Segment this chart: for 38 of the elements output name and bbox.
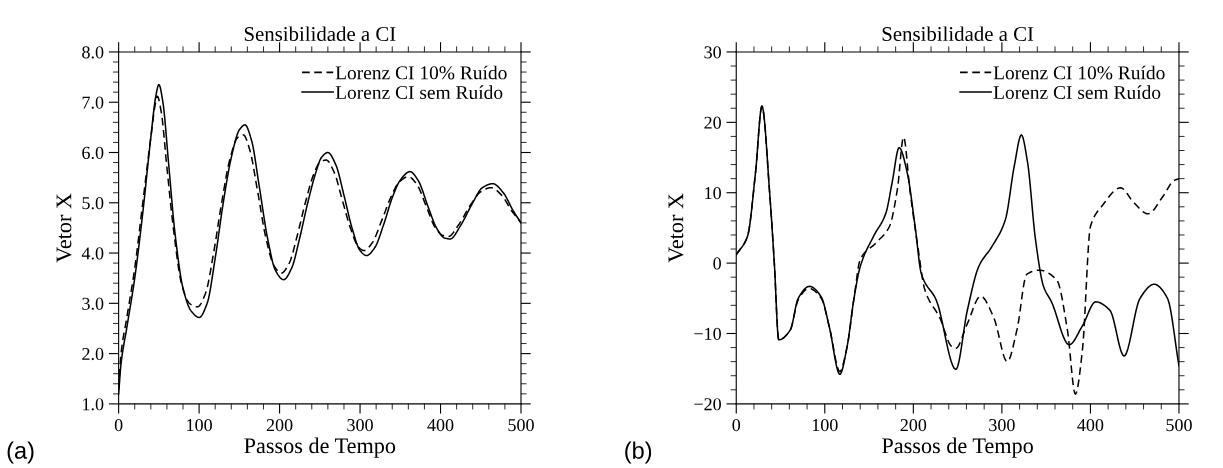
y-tick-label: 0 bbox=[713, 257, 721, 270]
y-tick-label: 8.0 bbox=[82, 46, 104, 59]
text: (b) bbox=[625, 441, 652, 464]
legend-label: Lorenz CI 10% Ruído bbox=[993, 65, 1165, 80]
y-axis-title: Vetor X bbox=[668, 193, 684, 263]
x-axis-title: Passos de Tempo bbox=[882, 437, 1033, 458]
y-tick-label: 1.0 bbox=[83, 398, 104, 411]
y-tick-label: 7.0 bbox=[82, 96, 104, 109]
x-tick-label: 300 bbox=[347, 418, 373, 432]
y-tick-label: 2.0 bbox=[82, 347, 104, 361]
chart-title: Sensibilidade a CI bbox=[882, 26, 1034, 42]
x-tick-label: 500 bbox=[1166, 418, 1192, 432]
y-tick-label: 3.0 bbox=[82, 297, 104, 310]
x-tick-label: 200 bbox=[900, 418, 927, 432]
x-tick-label: 400 bbox=[1077, 418, 1104, 432]
y-tick-label: 30 bbox=[704, 46, 721, 59]
x-tick-label: 100 bbox=[812, 418, 838, 432]
legend-label: Lorenz CI sem Ruído bbox=[993, 85, 1161, 100]
y-tick-label: 4.0 bbox=[81, 247, 104, 260]
x-tick-label: 500 bbox=[508, 418, 534, 432]
x-tick-label: 100 bbox=[187, 418, 212, 432]
y-tick-label: 5.0 bbox=[82, 197, 104, 210]
x-tick-label: 400 bbox=[427, 418, 454, 432]
x-tick-label: 300 bbox=[989, 418, 1015, 432]
chart-title: Sensibilidade a CI bbox=[244, 26, 396, 42]
legend-label: Lorenz CI 10% Ruído bbox=[335, 65, 507, 80]
x-axis-title: Passos de Tempo bbox=[244, 437, 396, 458]
y-axis-title: Vetor X bbox=[56, 193, 72, 263]
y-tick-label: −10 bbox=[694, 327, 721, 340]
x-tick-label: 200 bbox=[266, 418, 293, 432]
legend-label: Lorenz CI sem Ruído bbox=[335, 85, 503, 100]
y-tick-label: −20 bbox=[694, 398, 721, 411]
x-tick-label: 0 bbox=[732, 418, 741, 432]
y-tick-label: 6.0 bbox=[82, 146, 104, 160]
y-tick-label: 10 bbox=[705, 186, 721, 200]
y-tick-label: 20 bbox=[704, 116, 721, 129]
text: (a) bbox=[7, 441, 34, 464]
x-tick-label: 0 bbox=[114, 418, 123, 432]
